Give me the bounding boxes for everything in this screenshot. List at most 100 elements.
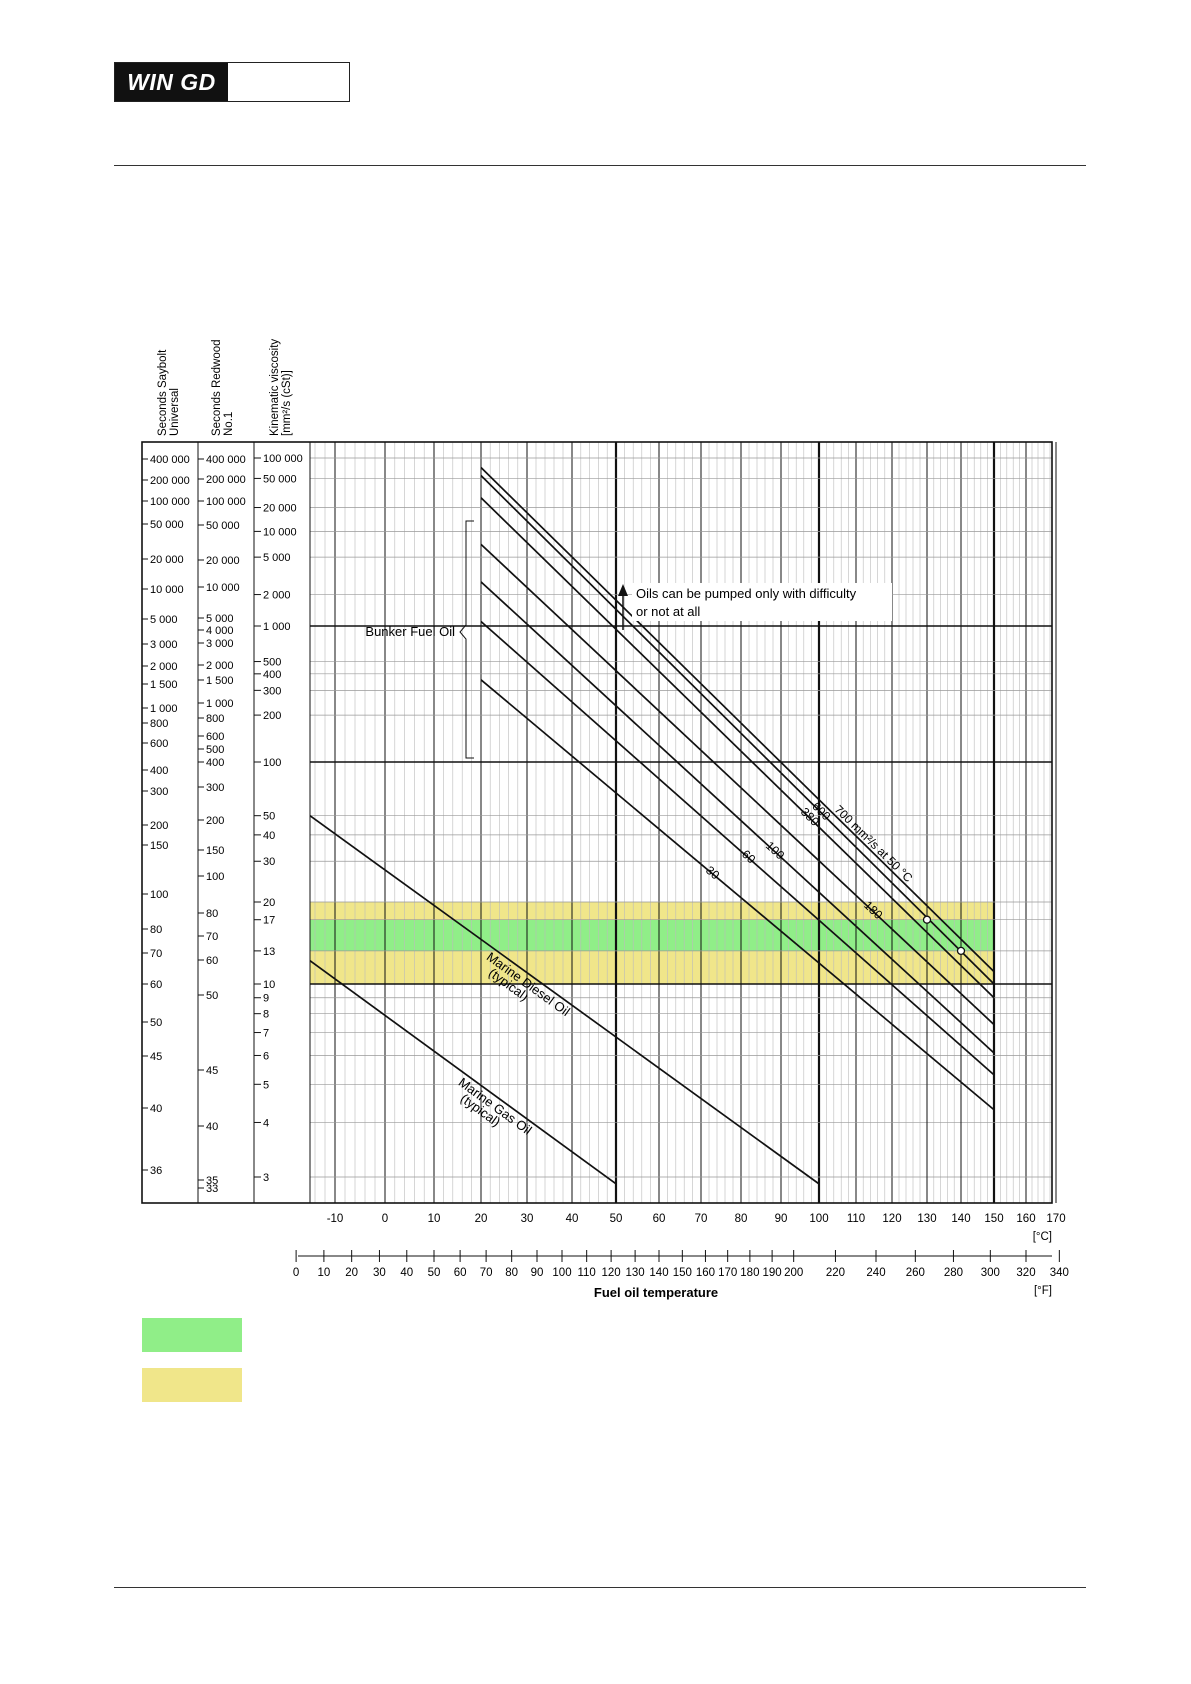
redwood-tick-label: 35 (206, 1175, 218, 1187)
saybolt-tick-label: 800 (150, 718, 168, 730)
pump-note-line2: or not at all (636, 604, 700, 619)
saybolt-tick-label: 70 (150, 948, 162, 960)
redwood-tick-label: 80 (206, 908, 218, 920)
kinematic-tick-label: 8 (263, 1009, 269, 1021)
saybolt-tick-label: 50 000 (150, 519, 184, 531)
pump-note-background (632, 583, 892, 621)
redwood-axis-title-line1: Seconds Redwood (211, 339, 223, 436)
series-label-700: 700 mm²/s at 50 °C (832, 802, 916, 885)
up-arrow-icon (618, 584, 628, 596)
kinematic-tick-label: 20 (263, 897, 275, 909)
x-tick-label-f: 30 (373, 1267, 386, 1279)
saybolt-tick-label: 60 (150, 979, 162, 991)
series-line-5 (480, 581, 995, 1054)
redwood-tick-label: 400 (206, 757, 224, 769)
x-tick-label-f: 260 (906, 1267, 925, 1279)
redwood-tick-label: 1 500 (206, 675, 234, 687)
kinematic-tick-label: 200 (263, 710, 281, 722)
saybolt-tick-label: 5 000 (150, 614, 178, 626)
pump-note-line1: Oils can be pumped only with difficulty (636, 586, 857, 601)
legend-swatch-yellow (142, 1368, 242, 1402)
x-tick-label-c: 160 (1016, 1213, 1035, 1225)
x-tick-label-f: 220 (826, 1267, 845, 1279)
bunker-brace (459, 520, 474, 759)
x-unit-f: [°F] (1034, 1285, 1052, 1297)
x-tick-label-f: 190 (763, 1267, 782, 1279)
saybolt-axis-title-line1: Seconds Saybolt (157, 349, 169, 436)
kinematic-tick-label: 400 (263, 669, 281, 681)
redwood-tick-label: 5 000 (206, 613, 234, 625)
logo-mark: WIN GD (115, 63, 228, 101)
x-tick-label-c: 70 (695, 1213, 708, 1225)
saybolt-tick-label: 3 000 (150, 639, 178, 651)
header-rule (114, 165, 1086, 166)
legend-swatch-green (142, 1318, 242, 1352)
x-tick-label-f: 70 (480, 1267, 493, 1279)
x-tick-label-f: 10 (317, 1267, 330, 1279)
saybolt-tick-label: 36 (150, 1165, 162, 1177)
x-tick-label-f: 240 (866, 1267, 885, 1279)
chart-frame (141, 441, 1053, 1204)
saybolt-axis-title-line2: Universal (169, 388, 181, 436)
redwood-tick-label: 4 000 (206, 625, 234, 637)
kinematic-axis-title-line2: [mm²/s (cSt)] (281, 370, 293, 436)
kinematic-tick-label: 5 (263, 1079, 269, 1091)
redwood-tick-label: 60 (206, 955, 218, 967)
kinematic-tick-label: 50 000 (263, 473, 297, 485)
x-tick-label-f: 90 (531, 1267, 544, 1279)
kinematic-tick-label: 500 (263, 657, 281, 669)
x-tick-label-f: 40 (400, 1267, 413, 1279)
x-tick-label-c: 90 (775, 1213, 788, 1225)
x-tick-label-c: 120 (882, 1213, 901, 1225)
band-green (310, 919, 994, 951)
saybolt-tick-label: 200 (150, 820, 168, 832)
x-tick-label-f: 110 (577, 1267, 595, 1279)
redwood-tick-label: 400 000 (206, 454, 246, 466)
x-tick-label-f: 340 (1050, 1267, 1069, 1279)
kinematic-tick-label: 9 (263, 993, 269, 1005)
kinematic-tick-label: 1 000 (263, 621, 291, 633)
saybolt-tick-label: 45 (150, 1051, 162, 1063)
saybolt-tick-label: 400 000 (150, 454, 190, 466)
redwood-tick-label: 500 (206, 744, 224, 756)
x-tick-label-f: 180 (740, 1267, 759, 1279)
x-tick-label-f: 50 (428, 1267, 441, 1279)
saybolt-tick-label: 40 (150, 1103, 162, 1115)
x-tick-label-c: 50 (610, 1213, 623, 1225)
saybolt-tick-label: 100 (150, 889, 168, 901)
kinematic-axis-title-line1: Kinematic viscosity (269, 339, 281, 436)
kinematic-tick-label: 13 (263, 946, 275, 958)
redwood-tick-label: 10 000 (206, 582, 240, 594)
kinematic-tick-label: 50 (263, 811, 275, 823)
x-tick-label-c: 150 (984, 1213, 1003, 1225)
redwood-tick-label: 33 (206, 1183, 218, 1195)
x-unit-c: [°C] (1033, 1231, 1052, 1243)
saybolt-tick-label: 100 000 (150, 496, 190, 508)
redwood-tick-label: 200 000 (206, 474, 246, 486)
x-tick-label-c: 100 (809, 1213, 828, 1225)
x-axis-title: Fuel oil temperature (594, 1285, 718, 1300)
kinematic-tick-label: 20 000 (263, 503, 297, 515)
x-tick-label-f: 320 (1016, 1267, 1035, 1279)
x-tick-label-c: 0 (382, 1213, 388, 1225)
series-line-7 (480, 679, 995, 1111)
kinematic-tick-label: 300 (263, 685, 281, 697)
redwood-tick-label: 100 (206, 871, 224, 883)
saybolt-tick-label: 50 (150, 1017, 162, 1029)
x-tick-label-c: 10 (428, 1213, 441, 1225)
x-tick-label-f: 100 (552, 1267, 571, 1279)
redwood-tick-label: 40 (206, 1121, 218, 1133)
marker-point-1 (922, 915, 932, 924)
x-tick-label-f: 160 (696, 1267, 715, 1279)
redwood-tick-label: 600 (206, 731, 224, 743)
x-tick-label-c: 40 (566, 1213, 579, 1225)
kinematic-tick-label: 10 000 (263, 526, 297, 538)
x-tick-label-f: 300 (981, 1267, 1000, 1279)
x-tick-label-f: 150 (673, 1267, 692, 1279)
kinematic-tick-label: 4 (263, 1117, 269, 1129)
series-line-1 (480, 466, 995, 973)
saybolt-tick-label: 300 (150, 786, 168, 798)
kinematic-tick-label: 100 (263, 757, 281, 769)
x-tick-label-f: 170 (718, 1267, 737, 1279)
kinematic-tick-label: 30 (263, 856, 275, 868)
